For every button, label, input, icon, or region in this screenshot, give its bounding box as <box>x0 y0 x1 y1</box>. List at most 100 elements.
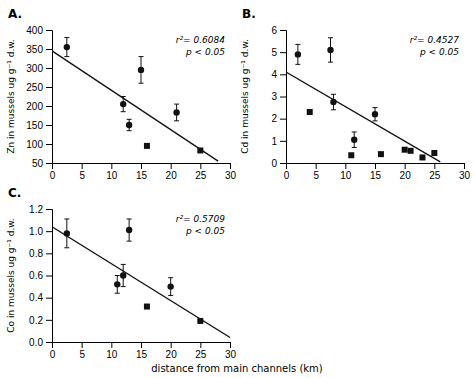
circle-point <box>327 47 333 53</box>
axis-line <box>46 31 53 164</box>
axis-line <box>287 164 465 170</box>
tick: 30 <box>225 342 237 360</box>
tick-mark <box>200 163 201 169</box>
square-point <box>197 318 203 324</box>
tick-label: 2 <box>271 113 277 124</box>
tick-label: 250 <box>26 82 43 93</box>
tick-mark <box>200 342 201 348</box>
tick-mark <box>46 320 52 321</box>
tick-mark <box>46 144 52 145</box>
x-axis: 051015202530 <box>284 163 471 181</box>
square-point <box>408 148 414 154</box>
tick-mark <box>171 342 172 348</box>
tick: 30 <box>225 163 237 181</box>
tick-mark <box>82 342 83 348</box>
tick-label: 4 <box>271 69 277 80</box>
plot-area <box>286 38 440 162</box>
circle-point <box>126 227 132 233</box>
regression-line <box>286 72 440 162</box>
tick: 5 <box>313 163 319 181</box>
tick: 100 <box>26 139 52 150</box>
tick: 50 <box>32 158 52 169</box>
tick: 2 <box>271 113 286 124</box>
tick: 20 <box>166 342 178 360</box>
circle-point <box>372 111 378 117</box>
tick-label: 300 <box>26 63 43 74</box>
circle-point <box>114 281 120 287</box>
y-axis: 50100150200250300350400 <box>26 25 52 169</box>
circle-point <box>173 109 179 115</box>
error-bar <box>121 264 126 286</box>
circle-point <box>126 122 132 128</box>
tick-mark <box>375 163 376 169</box>
tick: 0.6 <box>29 270 52 281</box>
circle-point <box>351 137 357 143</box>
tick-label: 10 <box>106 349 118 360</box>
y-axis: 0123456 <box>271 25 286 169</box>
tick-label: 25 <box>429 170 441 181</box>
error-bar <box>373 108 378 121</box>
circle-point <box>138 67 144 73</box>
tick-label: 1 <box>271 136 277 147</box>
tick-label: 50 <box>32 158 44 169</box>
tick-label: 150 <box>26 120 43 131</box>
tick: 25 <box>195 163 207 181</box>
tick-label: 0 <box>50 170 56 181</box>
panel-label: B. <box>242 7 256 21</box>
tick-label: 15 <box>136 349 148 360</box>
square-point <box>378 151 384 157</box>
annotation: r²= 0.4527 <box>410 35 459 45</box>
tick: 1 <box>271 136 286 147</box>
tick-mark <box>280 30 286 31</box>
tick: 4 <box>271 69 286 80</box>
tick-mark <box>111 163 112 169</box>
tick: 25 <box>429 163 441 181</box>
error-bar <box>64 219 69 248</box>
tick-label: 5 <box>79 349 85 360</box>
tick-mark <box>345 163 346 169</box>
plot-area <box>52 219 230 338</box>
tick-label: 0.8 <box>29 248 43 259</box>
tick-mark <box>434 163 435 169</box>
tick-label: 400 <box>26 25 43 36</box>
x-axis: 051015202530 <box>50 163 237 181</box>
circle-point <box>330 99 336 105</box>
tick: 250 <box>26 82 52 93</box>
tick-mark <box>280 119 286 120</box>
tick-label: 1.2 <box>29 204 43 215</box>
panel-label: C. <box>8 186 21 200</box>
tick-label: 6 <box>271 25 277 36</box>
tick-mark <box>316 163 317 169</box>
tick-mark <box>46 276 52 277</box>
annotation: r²= 0.5709 <box>176 214 225 224</box>
tick-label: 10 <box>340 170 352 181</box>
tick: 25 <box>195 342 207 360</box>
y-label: Co in mussels ug g⁻¹ d.w. <box>6 218 16 332</box>
tick-label: 30 <box>225 170 237 181</box>
tick-label: 3 <box>271 91 277 102</box>
tick: 6 <box>271 25 286 36</box>
annotation: p < 0.05 <box>185 226 225 236</box>
tick-mark <box>141 163 142 169</box>
y-label: Zn in mussels ug g⁻¹ d.w. <box>6 39 16 153</box>
tick: 10 <box>340 163 352 181</box>
tick-mark <box>46 209 52 210</box>
tick-mark <box>46 298 52 299</box>
error-bar <box>139 57 144 84</box>
circle-point <box>64 44 70 50</box>
figure: 05101520253050100150200250300350400A.Zn … <box>0 0 474 378</box>
tick-label: 200 <box>26 101 43 112</box>
tick-label: 15 <box>370 170 382 181</box>
annotation: r²= 0.6084 <box>176 35 225 45</box>
axis-line <box>46 210 53 343</box>
tick-mark <box>46 87 52 88</box>
tick: 400 <box>26 25 52 36</box>
tick-label: 25 <box>195 349 207 360</box>
tick-label: 0.2 <box>29 315 43 326</box>
tick: 30 <box>459 163 471 181</box>
error-bar <box>127 119 132 130</box>
error-bar <box>328 38 333 62</box>
square-point <box>431 150 437 156</box>
error-bar <box>127 219 132 241</box>
square-point <box>419 154 425 160</box>
